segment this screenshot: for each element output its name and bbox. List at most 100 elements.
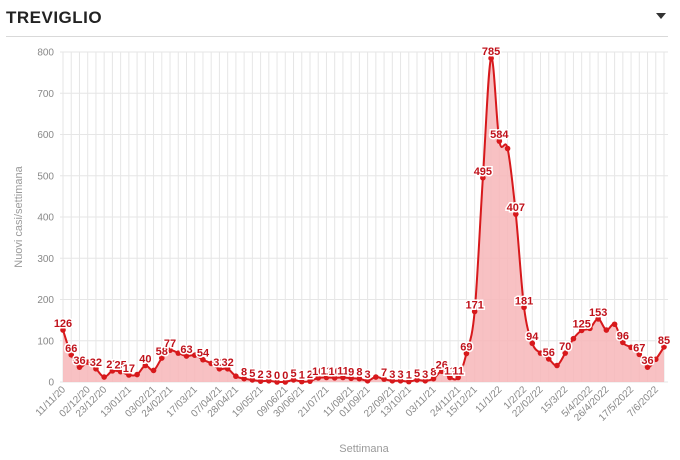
data-label: 94	[526, 331, 539, 343]
data-point	[60, 327, 66, 333]
data-point	[249, 377, 256, 383]
data-point	[488, 55, 494, 61]
data-point	[331, 375, 338, 381]
data-point	[241, 375, 247, 382]
data-point	[545, 356, 552, 362]
x-axis-title: Settimana	[339, 443, 389, 455]
data-point	[142, 362, 149, 369]
data-label: 9	[348, 366, 354, 378]
data-point	[101, 374, 107, 380]
grid-lines	[60, 51, 668, 383]
data-label: 3	[422, 369, 428, 381]
data-label: 63	[180, 344, 192, 356]
data-point	[570, 335, 577, 342]
data-label: 11	[444, 365, 456, 377]
data-point	[158, 355, 165, 361]
y-tick-label: 200	[37, 295, 54, 306]
data-point	[93, 366, 99, 372]
data-point	[414, 377, 420, 383]
data-label: 8	[430, 367, 436, 379]
data-point	[348, 375, 354, 382]
data-label: 36	[73, 355, 85, 367]
data-point	[636, 351, 643, 358]
data-point	[257, 378, 264, 384]
y-axis-ticks: 0 100 200 300 400 500 600 700 800	[37, 48, 54, 389]
data-label: 3	[365, 369, 371, 381]
y-tick-label: 500	[37, 171, 54, 182]
y-tick-label: 100	[37, 336, 54, 347]
data-label: 5	[414, 368, 420, 380]
data-label: 1	[406, 370, 412, 382]
data-label: 40	[139, 354, 151, 366]
data-point	[620, 339, 626, 346]
data-point	[84, 359, 91, 366]
data-point	[504, 145, 511, 152]
data-point	[652, 356, 659, 363]
data-point	[224, 366, 231, 372]
data-label: 32	[222, 357, 234, 369]
data-label: 8	[241, 367, 247, 379]
data-label: 125	[572, 318, 590, 330]
data-point	[76, 364, 83, 370]
data-point	[183, 353, 190, 359]
data-label: 32	[90, 357, 102, 369]
y-tick-label: 800	[37, 48, 54, 59]
data-point	[578, 327, 585, 334]
data-point	[611, 321, 618, 328]
data-point	[373, 374, 379, 380]
data-label: 26	[436, 359, 448, 371]
data-label: 584	[490, 129, 509, 141]
data-point	[587, 325, 593, 332]
data-label: 56	[543, 347, 555, 359]
data-label: 126	[54, 318, 72, 330]
data-point	[480, 175, 486, 181]
data-point	[233, 373, 239, 380]
data-label: 153	[589, 307, 607, 319]
data-label: 58	[156, 346, 168, 358]
series-area	[63, 57, 664, 382]
data-label: 11	[337, 365, 349, 377]
chevron-down-icon[interactable]	[656, 13, 666, 19]
data-point	[340, 374, 346, 381]
data-point	[554, 362, 560, 369]
data-point	[315, 375, 322, 381]
data-point	[208, 360, 214, 367]
data-label: 11	[321, 365, 333, 377]
data-label: 181	[515, 295, 533, 307]
data-point	[471, 308, 478, 315]
data-point	[323, 374, 330, 381]
data-point	[381, 376, 387, 382]
data-point	[282, 379, 289, 385]
data-label: 70	[559, 341, 571, 353]
data-label: 66	[65, 343, 77, 355]
data-point	[661, 344, 667, 350]
x-axis-ticks: 11/11/2002/12/2023/12/2013/01/2103/02/21…	[34, 384, 661, 424]
data-point	[644, 364, 651, 370]
y-axis-title: Nuovi casi/settimana	[13, 165, 25, 267]
data-label: 27	[106, 359, 118, 371]
data-label: 11	[452, 365, 464, 377]
data-label: 495	[474, 166, 492, 178]
data-point	[455, 374, 461, 381]
data-label: 407	[507, 202, 525, 214]
y-tick-label: 400	[37, 213, 54, 224]
data-label: 171	[465, 299, 483, 311]
data-point	[167, 347, 173, 354]
chart-header: TREVIGLIO	[6, 0, 668, 37]
page-title: TREVIGLIO	[6, 8, 103, 27]
data-point	[200, 356, 206, 363]
y-tick-label: 600	[37, 130, 54, 141]
data-label: 25	[115, 360, 127, 372]
data-label: 785	[482, 46, 500, 58]
data-point	[603, 327, 610, 333]
data-label: 67	[633, 342, 645, 354]
data-label: 85	[658, 335, 670, 347]
data-label: 3	[389, 369, 395, 381]
data-label: 96	[617, 330, 629, 342]
data-point	[562, 350, 569, 356]
data-label: 32	[213, 357, 225, 369]
data-point	[422, 377, 429, 384]
data-point	[109, 368, 116, 374]
